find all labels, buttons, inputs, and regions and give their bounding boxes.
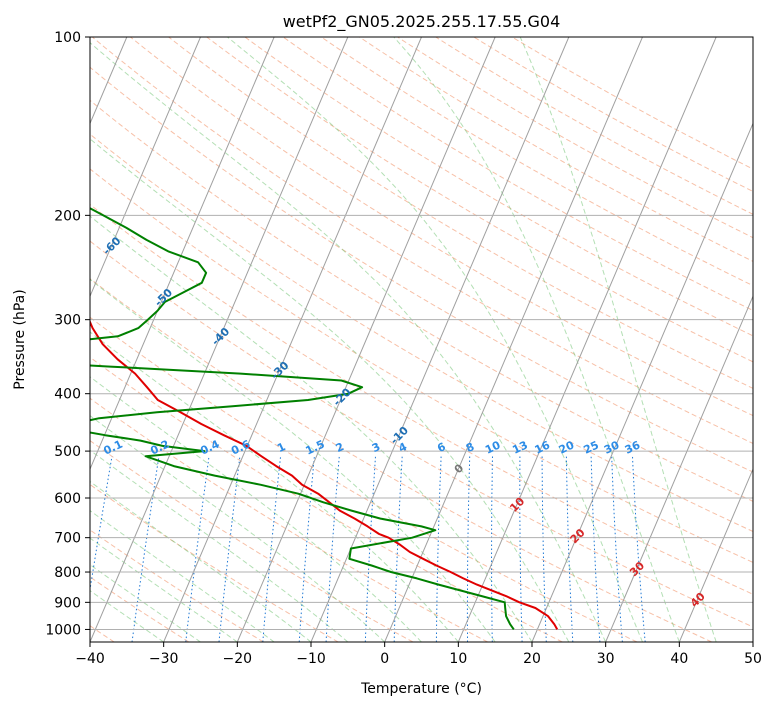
y-axis-label: Pressure (hPa) bbox=[12, 289, 28, 389]
x-tick-label: 10 bbox=[449, 651, 467, 667]
x-tick-label: 0 bbox=[380, 651, 389, 667]
y-tick-label: 200 bbox=[54, 208, 81, 224]
y-tick-label: 1000 bbox=[45, 622, 81, 638]
y-tick-label: 900 bbox=[54, 595, 81, 611]
x-tick-label: 40 bbox=[670, 651, 688, 667]
y-tick-label: 100 bbox=[54, 30, 81, 46]
x-tick-label: 30 bbox=[597, 651, 615, 667]
x-axis-label: Temperature (°C) bbox=[360, 681, 482, 697]
y-tick-label: 300 bbox=[54, 313, 81, 329]
y-tick-label: 400 bbox=[54, 387, 81, 403]
x-tick-label: 50 bbox=[744, 651, 762, 667]
y-tick-label: 600 bbox=[54, 491, 81, 507]
isotherm-line bbox=[753, 37, 775, 642]
x-tick-label: −40 bbox=[75, 651, 105, 667]
isotherm-label: -70 bbox=[51, 177, 74, 200]
x-tick-label: −20 bbox=[223, 651, 253, 667]
x-tick-label: −30 bbox=[149, 651, 179, 667]
isotherm-label: -80 bbox=[0, 130, 21, 153]
x-tick-label: 20 bbox=[523, 651, 541, 667]
y-tick-label: 700 bbox=[54, 531, 81, 547]
x-tick-label: −10 bbox=[296, 651, 326, 667]
y-tick-label: 800 bbox=[54, 565, 81, 581]
chart-title: wetPf2_GN05.2025.255.17.55.G04 bbox=[283, 12, 561, 32]
y-tick-label: 500 bbox=[54, 444, 81, 460]
